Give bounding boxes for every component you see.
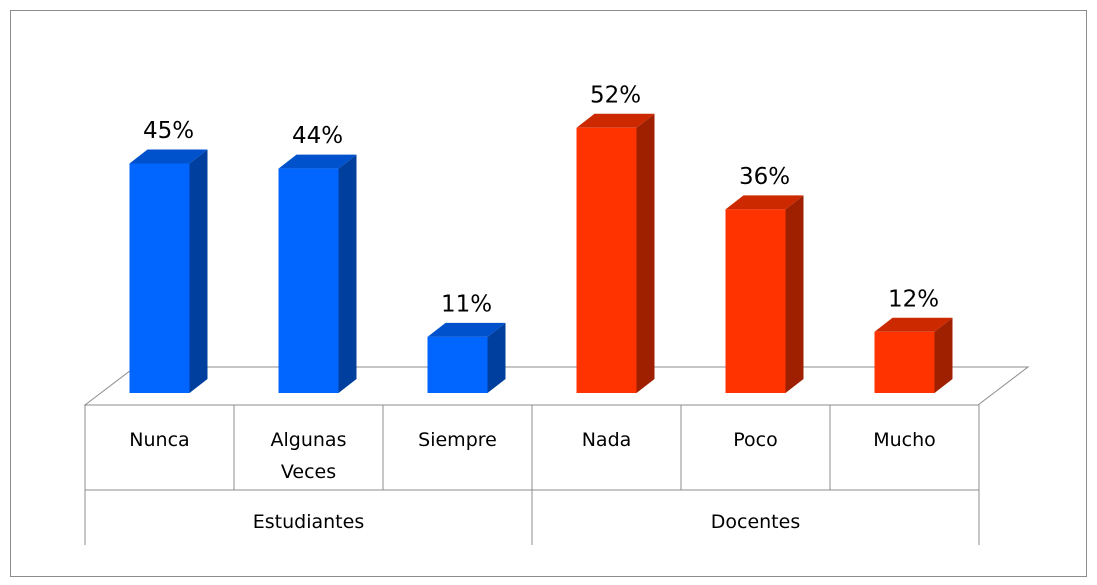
category-label: Mucho xyxy=(873,429,936,451)
category-label: Algunas Veces xyxy=(270,429,347,483)
bar xyxy=(278,168,339,393)
bar-top xyxy=(129,149,208,164)
bar-side xyxy=(189,149,208,393)
category-label: Poco xyxy=(733,429,778,451)
bar-side xyxy=(785,195,804,393)
bar xyxy=(427,336,488,393)
category-label: Siempre xyxy=(418,429,497,451)
value-label: 12% xyxy=(888,286,939,312)
bar xyxy=(129,163,190,393)
bar-top xyxy=(576,113,655,128)
group-label: Docentes xyxy=(710,511,801,533)
value-label: 36% xyxy=(739,164,790,190)
category-label: Nunca xyxy=(129,429,190,451)
value-label: 52% xyxy=(590,82,641,108)
bar-top xyxy=(427,322,506,337)
bar-top xyxy=(725,195,804,210)
bar-top xyxy=(874,317,953,332)
bar-side xyxy=(934,317,953,393)
bar xyxy=(874,331,935,393)
value-label: 44% xyxy=(292,123,343,149)
group-label: Estudiantes xyxy=(252,511,365,533)
value-label: 45% xyxy=(143,118,194,144)
bar-side xyxy=(487,322,506,393)
category-label: Nada xyxy=(581,429,632,451)
chart-border xyxy=(10,10,1087,577)
bar xyxy=(725,209,786,393)
bar-side xyxy=(338,154,357,393)
value-label: 11% xyxy=(441,291,492,317)
bar xyxy=(576,127,637,394)
bar-side xyxy=(636,113,655,394)
bar-top xyxy=(278,154,357,169)
